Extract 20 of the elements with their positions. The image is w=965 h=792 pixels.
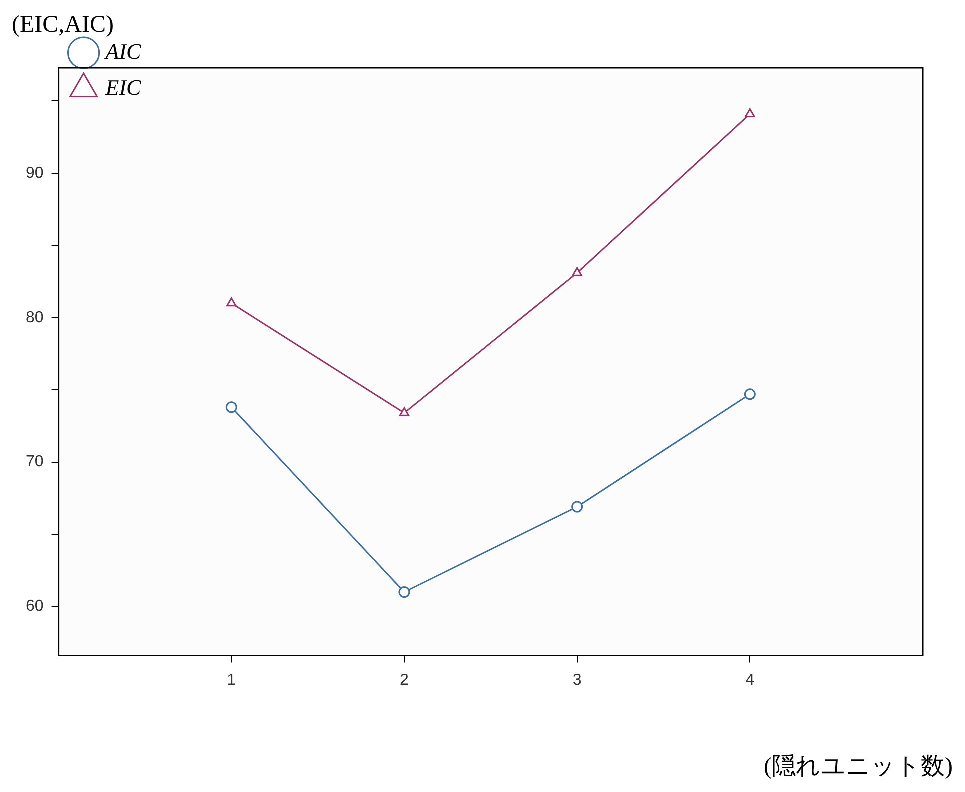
point	[399, 407, 410, 416]
point	[572, 267, 582, 276]
y-axis-title: (EIC,AIC)	[12, 12, 114, 39]
y-tick-label: 80	[26, 309, 44, 326]
legend-label: EIC	[104, 74, 142, 100]
x-tick-label: 1	[227, 672, 236, 689]
x-tick-label: 3	[572, 672, 582, 689]
point	[226, 402, 238, 414]
y-tick-label: 70	[26, 454, 44, 471]
point	[398, 586, 410, 598]
point	[572, 501, 584, 513]
x-tick-label: 2	[400, 672, 410, 689]
point	[744, 388, 756, 400]
legend-label: AIC	[104, 38, 142, 64]
x-axis-title: (隠れユニット数)	[764, 753, 953, 782]
y-tick-label: 90	[26, 164, 44, 182]
point	[745, 108, 756, 118]
point	[226, 298, 237, 307]
y-tick-label: 60	[26, 598, 44, 616]
x-tick-label: 4	[746, 672, 755, 689]
